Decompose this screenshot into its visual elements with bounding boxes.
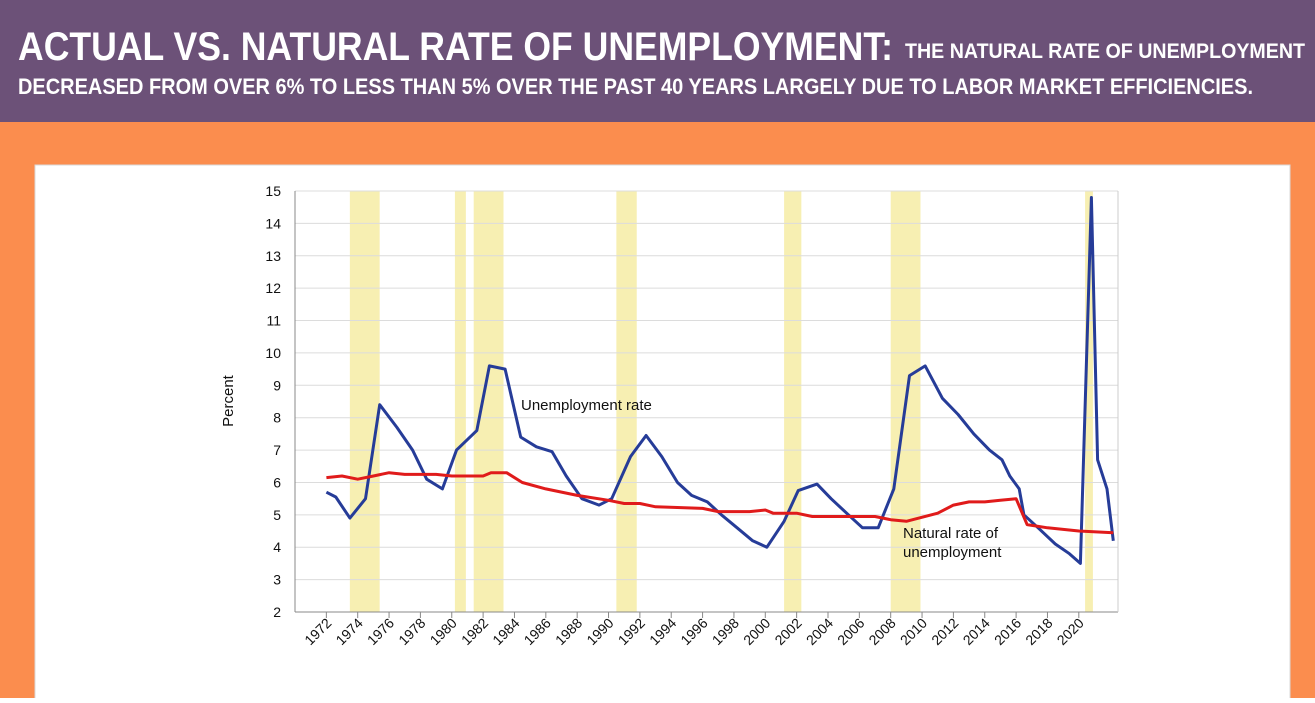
y-tick-label: 3	[273, 572, 281, 588]
y-tick-label: 2	[273, 604, 281, 620]
y-tick-label: 13	[265, 248, 281, 264]
shaded-period	[1085, 191, 1093, 612]
annotation: Natural rate of	[903, 525, 999, 542]
y-tick-label: 12	[265, 280, 281, 296]
shaded-period	[454, 191, 466, 612]
y-tick-label: 14	[265, 215, 281, 231]
series-line	[326, 471, 1114, 535]
annotation: unemployment	[903, 544, 1002, 561]
shaded-period	[473, 191, 504, 612]
chart-panel	[34, 164, 1291, 703]
shaded-period	[784, 191, 802, 612]
shaded-period	[616, 191, 637, 612]
y-tick-label: 8	[273, 410, 281, 426]
y-tick-label: 4	[273, 539, 281, 555]
y-tick-label: 6	[273, 474, 281, 490]
y-tick-label: 10	[265, 345, 281, 361]
y-axis-label: Percent	[220, 374, 237, 427]
annotation: Unemployment rate	[521, 397, 652, 414]
y-tick-label: 11	[266, 313, 281, 329]
series-line	[325, 196, 1115, 565]
y-tick-label: 9	[273, 377, 281, 393]
chart-subtitle: DECREASED FROM OVER 6% TO LESS THAN 5% O…	[18, 74, 1253, 99]
y-tick-label: 5	[273, 507, 281, 523]
chart-title: ACTUAL VS. NATURAL RATE OF UNEMPLOYMENT:	[18, 25, 893, 69]
y-tick-label: 7	[273, 442, 281, 458]
shaded-period	[349, 191, 380, 612]
chart-subtitle: THE NATURAL RATE OF UNEMPLOYMENT	[905, 40, 1305, 63]
header-band	[0, 0, 1315, 122]
y-tick-label: 15	[265, 183, 281, 199]
